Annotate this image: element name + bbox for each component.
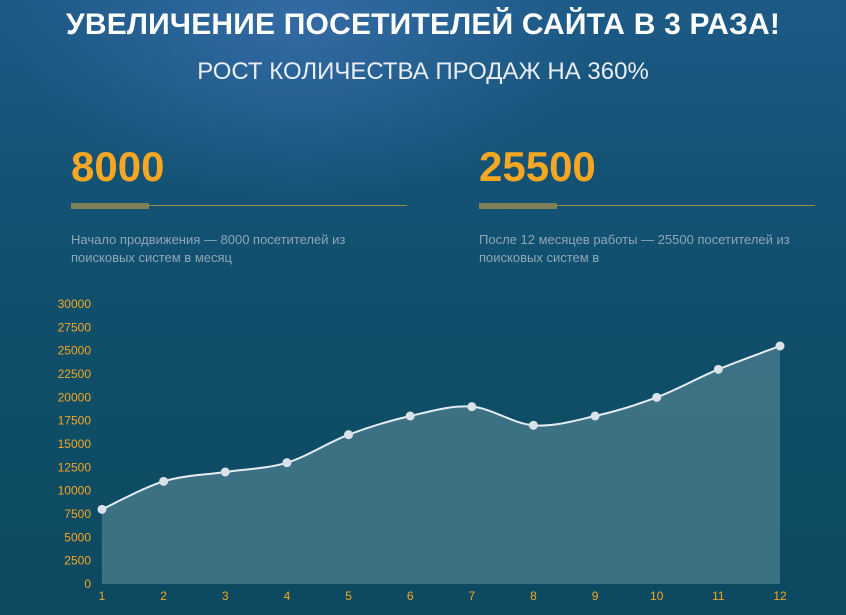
data-point[interactable] bbox=[405, 411, 415, 421]
x-tick-label: 9 bbox=[592, 589, 599, 603]
stat-start-divider-accent bbox=[71, 203, 149, 209]
visitors-chart: 0250050007500100001250015000175002000022… bbox=[58, 297, 787, 603]
y-tick-label: 25000 bbox=[58, 344, 92, 358]
x-tick-label: 7 bbox=[468, 589, 475, 603]
stat-end-divider-accent bbox=[479, 203, 557, 209]
x-axis-ticks: 1 2 3 4 5 6 7 8 9 10 11 12 bbox=[99, 589, 787, 603]
x-tick-label: 8 bbox=[530, 589, 537, 603]
y-tick-label: 15000 bbox=[58, 437, 92, 451]
x-tick-label: 5 bbox=[345, 589, 352, 603]
stat-end-value: 25500 bbox=[479, 143, 596, 190]
y-tick-label: 17500 bbox=[58, 414, 92, 428]
data-point[interactable] bbox=[713, 364, 723, 374]
y-tick-label: 5000 bbox=[64, 530, 91, 544]
data-point[interactable] bbox=[97, 504, 107, 514]
y-tick-label: 20000 bbox=[58, 390, 92, 404]
subheadline: РОСТ КОЛИЧЕСТВА ПРОДАЖ НА 360% bbox=[197, 58, 649, 85]
y-axis-ticks: 0 2500 5000 7500 10000 12500 15000 17500 20000 22… bbox=[58, 297, 92, 591]
data-point[interactable] bbox=[159, 476, 169, 486]
stat-start: 8000 Начало продвижения — 8000 посетител… bbox=[71, 140, 407, 267]
y-tick-label: 12500 bbox=[58, 460, 92, 474]
series-points bbox=[97, 341, 785, 514]
series-area bbox=[102, 346, 780, 584]
y-tick-label: 7500 bbox=[64, 507, 91, 521]
x-tick-label: 1 bbox=[99, 589, 106, 603]
stat-end-divider bbox=[479, 203, 815, 209]
y-tick-label: 27500 bbox=[58, 320, 92, 334]
data-point[interactable] bbox=[652, 392, 662, 402]
y-tick-label: 10000 bbox=[58, 484, 92, 498]
headline: УВЕЛИЧЕНИЕ ПОСЕТИТЕЛЕЙ САЙТА В 3 РАЗА! bbox=[65, 8, 781, 41]
x-tick-label: 6 bbox=[407, 589, 414, 603]
x-tick-label: 4 bbox=[284, 589, 291, 603]
data-point[interactable] bbox=[775, 341, 785, 351]
x-tick-label: 3 bbox=[222, 589, 229, 603]
stat-start-divider bbox=[71, 203, 407, 209]
data-point[interactable] bbox=[467, 402, 477, 412]
y-tick-label: 2500 bbox=[64, 554, 91, 568]
stat-end-description: После 12 месяцев работы — 25500 посетите… bbox=[479, 232, 790, 265]
x-tick-label: 2 bbox=[160, 589, 167, 603]
stat-start-value: 8000 bbox=[71, 143, 165, 190]
data-point[interactable] bbox=[282, 458, 292, 468]
y-tick-label: 22500 bbox=[58, 367, 92, 381]
x-tick-label: 10 bbox=[650, 589, 664, 603]
stat-end: 25500 После 12 месяцев работы — 25500 по… bbox=[479, 140, 815, 267]
y-tick-label: 30000 bbox=[58, 297, 92, 311]
x-tick-label: 12 bbox=[773, 589, 787, 603]
y-tick-label: 0 bbox=[84, 577, 91, 591]
data-point[interactable] bbox=[220, 467, 230, 477]
data-point[interactable] bbox=[344, 430, 354, 440]
data-point[interactable] bbox=[590, 411, 600, 421]
data-point[interactable] bbox=[528, 420, 538, 430]
x-tick-label: 11 bbox=[712, 589, 725, 603]
stat-start-description: Начало продвижения — 8000 посетителей из… bbox=[71, 232, 346, 265]
